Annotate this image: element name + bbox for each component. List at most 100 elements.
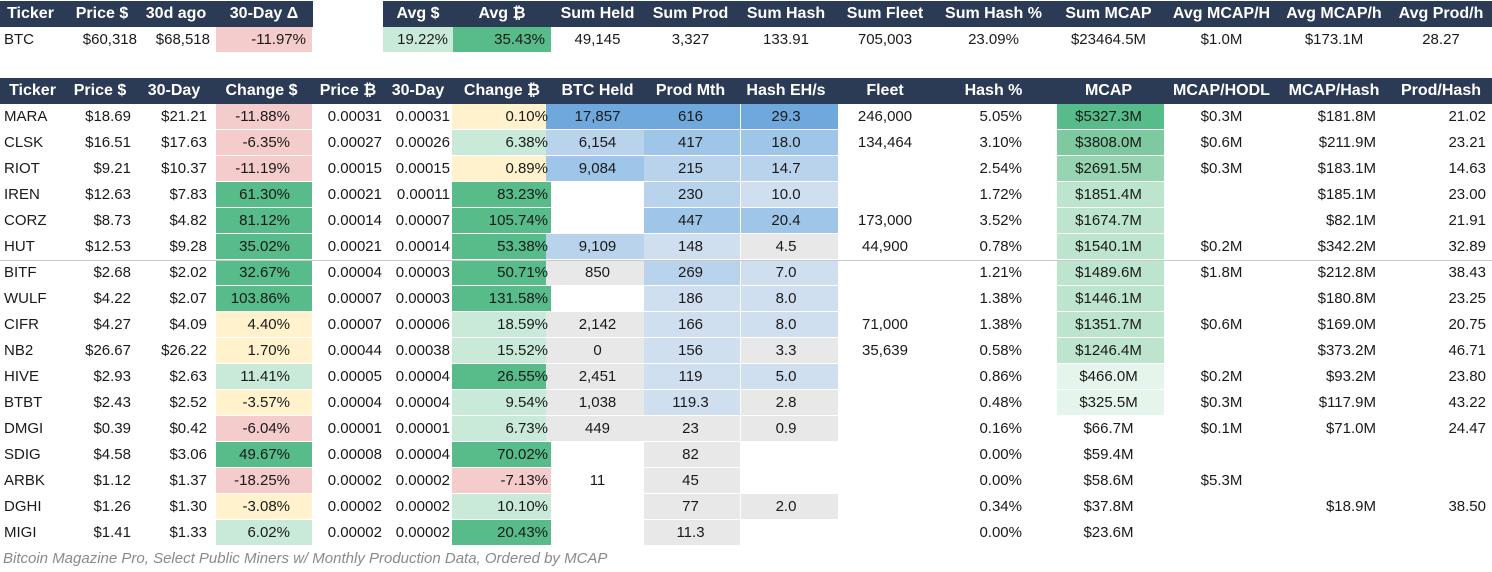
table-header-cell: 30-Day (391, 82, 445, 99)
ticker-cell: MARA (4, 108, 48, 125)
price-btc-30d-cell: 0.00011 (396, 186, 450, 203)
price-usd-cell: $18.69 (85, 108, 131, 125)
change-btc-cell: 18.59% (497, 316, 548, 333)
hashrate-bg (741, 234, 838, 259)
prod-month-bg (644, 156, 740, 181)
change-btc-bg (452, 338, 551, 363)
mcap-hash-cell: $185.1M (1317, 186, 1376, 203)
hashrate-bg (741, 312, 838, 337)
fleet-cell (835, 286, 935, 312)
change-btc-cell: 131.58% (488, 290, 548, 307)
mcap-cell: $1489.6M (1075, 264, 1142, 281)
fleet-cell (835, 442, 935, 468)
price-btc-30d-cell: 0.00038 (395, 342, 450, 359)
mcap-bg (1057, 234, 1164, 259)
change-btc-bg (452, 312, 551, 337)
prod-month-cell: 119 (678, 368, 703, 385)
table-header: Ticker Price $ 30-Day Change $ Price ₿ 30-Day… (0, 78, 1492, 104)
mcap-cell: $5327.3M (1075, 108, 1142, 125)
prod-month-bg (644, 312, 740, 337)
prod-month-bg (644, 286, 740, 311)
mcap-hash-cell: $93.2M (1325, 368, 1376, 385)
change-btc-bg (452, 156, 551, 181)
fleet-cell (835, 390, 935, 416)
btc-held-bg (546, 338, 644, 363)
price-usd-30d-cell: $10.37 (161, 160, 207, 177)
mcap-bg (1057, 260, 1164, 285)
ticker-cell: CIFR (4, 316, 39, 333)
hashrate-bg (741, 104, 838, 129)
hashrate-bg (741, 260, 838, 285)
ticker-cell: CORZ (4, 212, 47, 229)
mcap-hodl-cell: $0.6M (1200, 316, 1243, 333)
change-usd-bg (216, 416, 312, 441)
mcap-bg (1057, 104, 1164, 129)
price-usd-cell: $1.12 (93, 472, 131, 489)
btc-held-bg (546, 416, 644, 441)
btc-held-bg (546, 156, 644, 181)
mcap-hodl-cell (1165, 442, 1278, 468)
btc-held-cell (551, 520, 644, 546)
hash-pct-cell: 0.16% (979, 420, 1022, 437)
change-btc-bg (452, 286, 551, 311)
table-header-cell: Price $ (73, 82, 127, 99)
price-usd-30d-cell: $2.07 (169, 290, 207, 307)
btc-held-bg (546, 390, 644, 415)
fleet-cell: 246,000 (857, 108, 913, 125)
change-btc-bg (452, 182, 551, 207)
price-usd-30d-cell: $2.52 (169, 394, 207, 411)
prod-hash-cell: 23.21 (1448, 134, 1486, 151)
table-row: DGHI $1.26 $1.30 -3.08% 0.00002 0.00002 10.10%… (0, 494, 1492, 520)
change-usd-cell: 81.12% (239, 212, 290, 229)
summary-header-cell: Sum Fleet (846, 5, 924, 22)
mcap-hodl-cell: $0.2M (1200, 368, 1243, 385)
change-btc-bg (452, 442, 551, 467)
change-usd-bg (216, 442, 312, 467)
hashrate-cell: 8.0 (775, 290, 797, 307)
hashrate-cell (737, 468, 835, 494)
change-usd-bg (216, 130, 312, 155)
mcap-bg (1057, 182, 1164, 207)
hashrate-cell: 29.3 (771, 108, 801, 125)
prod-month-cell: 215 (677, 160, 704, 177)
table-header-cell: Prod/Hash (1400, 82, 1481, 99)
summary-ticker: BTC (4, 31, 34, 48)
price-btc-cell: 0.00007 (327, 316, 382, 333)
ticker-cell: ARBK (4, 472, 45, 489)
summary-change-bg (216, 27, 312, 52)
hashrate-cell: 18.0 (771, 134, 801, 151)
summary-right-header: Avg $ Avg ₿ Sum Held Sum Prod Sum Hash Sum Fl… (383, 1, 1492, 27)
table-row: HUT $12.53 $9.28 35.02% 0.00021 0.00014 53.38%… (0, 234, 1492, 260)
hashrate-bg (741, 364, 838, 389)
prod-month-cell: 11.3 (676, 524, 705, 541)
fleet-cell (835, 364, 935, 390)
change-btc-bg (452, 104, 551, 129)
hash-pct-cell: 2.54% (979, 160, 1022, 177)
table-row: RIOT $9.21 $10.37 -11.19% 0.00015 0.00015 0.89… (0, 156, 1492, 182)
table-header-cell: 30-Day (147, 82, 201, 99)
change-usd-cell: -6.04% (242, 420, 290, 437)
mcap-hodl-cell: $5.3M (1200, 472, 1243, 489)
price-usd-30d-cell: $3.06 (169, 446, 207, 463)
btc-held-cell (551, 442, 644, 468)
price-btc-cell: 0.00014 (327, 212, 382, 229)
prod-month-cell: 23 (682, 420, 699, 437)
prod-month-bg (644, 494, 740, 519)
table-header-cell: MCAP (1084, 82, 1133, 99)
table-row: BTBT $2.43 $2.52 -3.57% 0.00004 0.00004 9.54% 1… (0, 390, 1492, 416)
price-usd-cell: $8.73 (93, 212, 131, 229)
price-btc-cell: 0.00004 (327, 394, 382, 411)
prod-month-cell: 417 (677, 134, 704, 151)
prod-month-bg (644, 130, 740, 155)
change-btc-cell: 26.55% (497, 368, 548, 385)
summary-sum-prod: 3,327 (671, 31, 710, 48)
footer-caption: Bitcoin Magazine Pro, Select Public Mine… (3, 550, 608, 567)
summary-header-cell: Avg MCAP/H (1172, 5, 1271, 22)
price-usd-30d-cell: $4.82 (169, 212, 207, 229)
prod-hash-cell: 46.71 (1448, 342, 1486, 359)
change-usd-cell: 6.02% (247, 524, 290, 541)
price-usd-cell: $2.43 (93, 394, 131, 411)
price-btc-cell: 0.00002 (327, 472, 382, 489)
table-header-cell: Change ₿ (463, 82, 541, 99)
hash-pct-cell: 0.48% (979, 394, 1022, 411)
